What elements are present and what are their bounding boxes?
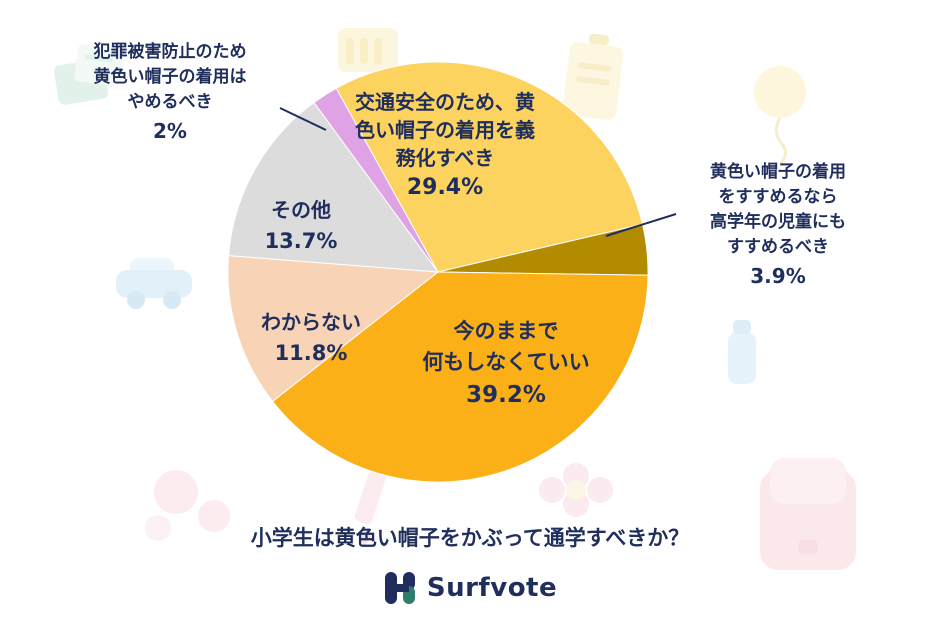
label-other: その他 13.7% [265,196,338,256]
label-mandate: 交通安全のため、黄 色い帽子の着用を義 務化すべき 29.4% [355,88,535,202]
leader-line-stop-wearing [279,107,327,131]
pencil-icon [354,465,388,549]
label-line: すすめるべき [727,237,829,257]
surfvote-logo-icon [384,572,415,604]
label-line: 何もしなくていい [422,350,590,374]
label-percent: 29.4% [406,175,484,200]
label-stop-wearing: 犯罪被害防止のため 黄色い帽子の着用は やめるべき 2% [94,40,247,144]
label-line: 犯罪被害防止のため [93,42,247,62]
pie-slice-other [228,102,439,273]
label-line: 色い帽子の着用を義 [355,118,535,142]
balloon-icon [754,66,806,166]
label-line: 高学年の児童にも [710,212,846,232]
label-line: 今のままで [453,319,559,343]
label-recommend-older: 黄色い帽子の着用 をすすめるなら 高学年の児童にも すすめるべき 3.9% [710,160,846,289]
label-line: 黄色い帽子の着用は [93,67,247,87]
label-line: わからない [261,310,361,334]
label-line: 務化すべき [395,146,495,170]
backpack-icon [760,458,856,570]
label-percent: 2% [153,119,187,143]
label-line: やめるべき [127,92,213,112]
brand: Surfvote [0,566,940,610]
brand-name: Surfvote [426,573,558,603]
label-percent: 39.2% [466,382,546,408]
label-line: 黄色い帽子の着用 [710,162,846,182]
leader-line-recommend-older [605,213,677,237]
cherry-blossom-icon [145,470,230,541]
label-percent: 3.9% [750,264,806,288]
pie-slice-stop-wearing-to-prevent-crime [313,87,439,273]
label-percent: 11.8% [274,341,348,365]
crayons-icon [338,28,398,72]
label-dont-know: わからない 11.8% [261,308,361,368]
label-line: 交通安全のため、黄 [355,90,535,114]
flower-icon [539,463,613,517]
label-line: その他 [270,198,331,222]
water-bottle-icon [728,320,756,384]
label-line: をすすめるなら [718,187,838,207]
car-icon [116,258,192,309]
label-percent: 13.7% [264,229,338,253]
label-keep-as-is: 今のままで 何もしなくていい 39.2% [422,316,589,411]
pie-slice-mandate-for-traffic-safety [335,61,643,273]
name-tag-icon [562,33,624,120]
notebook-icon [54,44,124,105]
pie-slice-keep-as-is [272,271,649,483]
chart-title: 小学生は黄色い帽子をかぶって通学すべきか？ [250,526,690,550]
pie-slice-dont-know [227,255,439,402]
